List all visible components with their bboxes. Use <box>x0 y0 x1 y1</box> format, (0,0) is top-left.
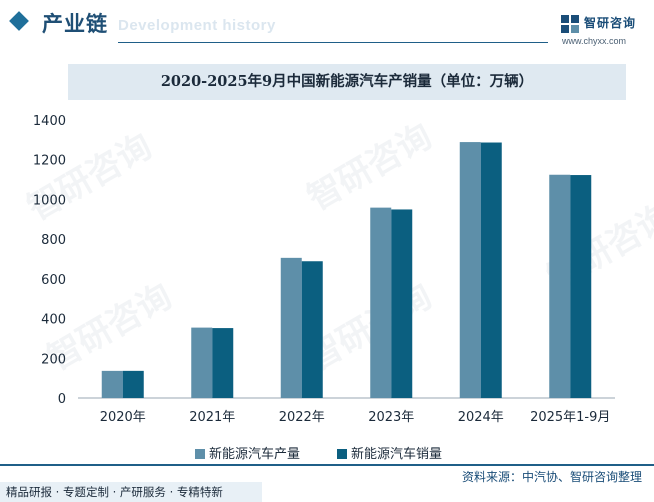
chart-title: 2020-2025年9月中国新能源汽车产销量（单位：万辆） <box>160 73 534 90</box>
bar-sales <box>212 328 234 398</box>
bar-sales <box>391 209 413 398</box>
x-tick-label: 2021年 <box>189 410 235 425</box>
bar-production <box>549 174 571 398</box>
y-tick-label: 800 <box>41 233 66 248</box>
data-source: 资料来源：中汽协、智研咨询整理 <box>461 470 642 484</box>
section-title: 产业链 <box>42 12 108 36</box>
legend-item-sales: 新能源汽车销量 <box>337 443 442 462</box>
header-ghost-text: Development history <box>118 17 276 34</box>
footer-slogan-band: 精品研报 · 专题定制 · 产研服务 · 专精特新 <box>0 482 262 502</box>
x-tick-label: 2022年 <box>279 410 325 425</box>
brand-url: www.chyxx.com <box>562 36 627 46</box>
x-tick-label: 2025年1-9月 <box>530 410 610 425</box>
legend-label-sales: 新能源汽车销量 <box>351 447 443 462</box>
brand: 智研咨询 www.chyxx.com <box>560 14 652 48</box>
y-tick-label: 1400 <box>33 114 66 129</box>
header: Development history 产业链 智研咨询 www.chyxx.c… <box>0 0 654 50</box>
legend-item-production: 新能源汽车产量 <box>195 443 300 462</box>
brand-logo-icon <box>561 15 579 33</box>
bar-sales <box>480 142 502 398</box>
legend-swatch-production <box>195 449 205 459</box>
y-tick-label: 0 <box>58 392 66 407</box>
bar-sales <box>301 261 323 398</box>
bar-production <box>191 327 213 398</box>
bar-production <box>280 257 302 398</box>
bar-chart: 0 200 400 600 800 1000 1200 1400 2020年 2021年 2022年… <box>33 114 615 425</box>
header-divider <box>118 42 548 43</box>
x-tick-label: 2023年 <box>368 410 414 425</box>
bar-production <box>101 370 123 398</box>
x-tick-label: 2024年 <box>458 410 504 425</box>
footer-slogan: 精品研报 · 专题定制 · 产研服务 · 专精特新 <box>6 485 223 499</box>
footer-divider <box>0 464 654 466</box>
bar-production <box>370 207 392 398</box>
chart-title-band: 2020-2025年9月中国新能源汽车产销量（单位：万辆） <box>68 64 626 100</box>
bar-sales <box>570 175 592 398</box>
y-tick-label: 1000 <box>33 193 66 208</box>
legend-swatch-sales <box>337 449 347 459</box>
y-tick-label: 1200 <box>33 154 66 169</box>
diamond-icon <box>9 11 29 31</box>
y-tick-label: 200 <box>41 352 66 367</box>
y-tick-label: 600 <box>41 273 66 288</box>
brand-name: 智研咨询 <box>584 16 637 30</box>
footer: 资料来源：中汽协、智研咨询整理 精品研报 · 专题定制 · 产研服务 · 专精特… <box>0 464 654 502</box>
legend-label-production: 新能源汽车产量 <box>209 447 301 462</box>
bar-production <box>459 142 481 398</box>
x-tick-label: 2020年 <box>100 410 146 425</box>
y-tick-label: 400 <box>41 313 66 328</box>
bar-sales <box>122 370 144 398</box>
